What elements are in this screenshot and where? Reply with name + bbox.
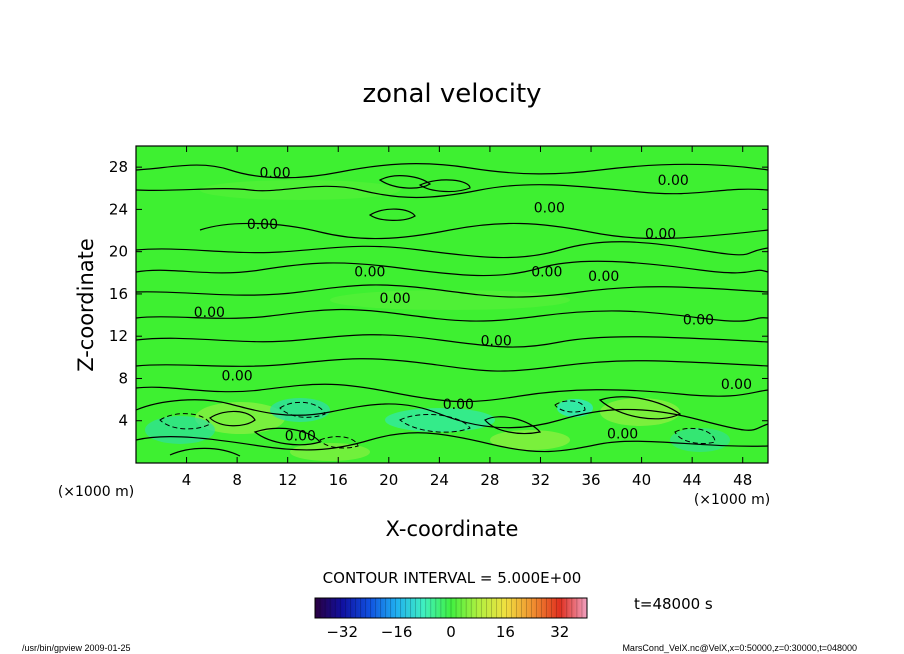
contour-label: 0.00	[534, 200, 565, 216]
chart-title: zonal velocity	[362, 79, 541, 109]
contour-label: 0.00	[247, 217, 278, 233]
y-tick-label: 16	[109, 285, 128, 303]
contour-label: 0.00	[481, 333, 512, 349]
contour-label: 0.00	[194, 305, 225, 321]
colorbar-tick-label: −16	[381, 623, 413, 641]
y-tick-label: 12	[109, 327, 128, 345]
field-patch	[330, 290, 570, 310]
field-patch	[270, 398, 330, 422]
contour-lines	[135, 163, 769, 457]
contour-label: 0.00	[259, 165, 290, 181]
colorbar-tick-label: −32	[326, 623, 358, 641]
footer-left: /usr/bin/gpview 2009-01-25	[22, 643, 131, 653]
contour-label: 0.00	[354, 265, 385, 281]
colorbar-tick-label: 32	[550, 623, 569, 641]
field-patch	[557, 399, 593, 417]
contour-label: 0.00	[222, 368, 253, 384]
contour-label: 0.00	[588, 269, 619, 285]
y-tick-label: 28	[109, 158, 128, 176]
colorbar-tick-label: 16	[496, 623, 515, 641]
field-patch	[490, 430, 570, 450]
x-tick-label: 48	[733, 471, 752, 489]
y-tick-label: 4	[118, 412, 128, 430]
x-tick-label: 4	[182, 471, 192, 489]
contour-label: 0.00	[380, 291, 411, 307]
x-tick-label: 20	[379, 471, 398, 489]
field-patch	[600, 398, 680, 426]
time-label: t=48000 s	[634, 595, 713, 613]
colorbar: −32 −16 0 16 32	[314, 597, 588, 641]
footer-right: MarsCond_VelX.nc@VelX,x=0:50000,z=0:3000…	[622, 643, 857, 653]
contour-label: 0.00	[531, 265, 562, 281]
x-tick-label: 44	[683, 471, 702, 489]
field-patch	[200, 180, 400, 200]
x-tick-label: 36	[581, 471, 600, 489]
x-tick-label: 8	[232, 471, 242, 489]
x-tick-label: 28	[480, 471, 499, 489]
contour-label: 0.00	[285, 429, 316, 445]
contour-lines-negative	[159, 400, 716, 449]
contour-label: 0.00	[645, 227, 676, 243]
contour-label: 0.00	[721, 377, 752, 393]
contour-label: 0.00	[607, 426, 638, 442]
y-tick-label: 24	[109, 200, 128, 218]
contour-label: 0.00	[683, 312, 714, 328]
contour-label: 0.00	[443, 397, 474, 413]
x-tick-label: 32	[531, 471, 550, 489]
x-tick-label: 12	[278, 471, 297, 489]
contour-label: 0.00	[658, 173, 689, 189]
x-tick-label: 16	[329, 471, 348, 489]
x-axis-unit-right: (×1000 m)	[694, 492, 770, 508]
field-patch	[145, 416, 215, 444]
contour-interval-text: CONTOUR INTERVAL = 5.000E+00	[323, 569, 582, 587]
field-patch	[670, 428, 730, 452]
field-patch	[385, 408, 495, 432]
plot-area: 0.00 0.00 0.00 0.00 0.00 0.00 0.00 0.00 0.00 0.00…	[109, 145, 769, 489]
y-tick-label: 8	[118, 369, 128, 387]
field-patch	[195, 402, 285, 434]
x-tick-label: 24	[430, 471, 449, 489]
y-axis-label: Z-coordinate	[74, 238, 98, 372]
contour-labels: 0.00 0.00 0.00 0.00 0.00 0.00 0.00 0.00 0.00 0.00…	[194, 165, 752, 444]
x-tick-label: 40	[632, 471, 651, 489]
x-axis-unit-left: (×1000 m)	[58, 484, 134, 500]
x-axis-label: X-coordinate	[386, 517, 519, 541]
y-tick-label: 20	[109, 243, 128, 261]
plot-frame	[135, 145, 769, 464]
colorbar-frame	[314, 597, 588, 619]
colorbar-tick-label: 0	[446, 623, 456, 641]
